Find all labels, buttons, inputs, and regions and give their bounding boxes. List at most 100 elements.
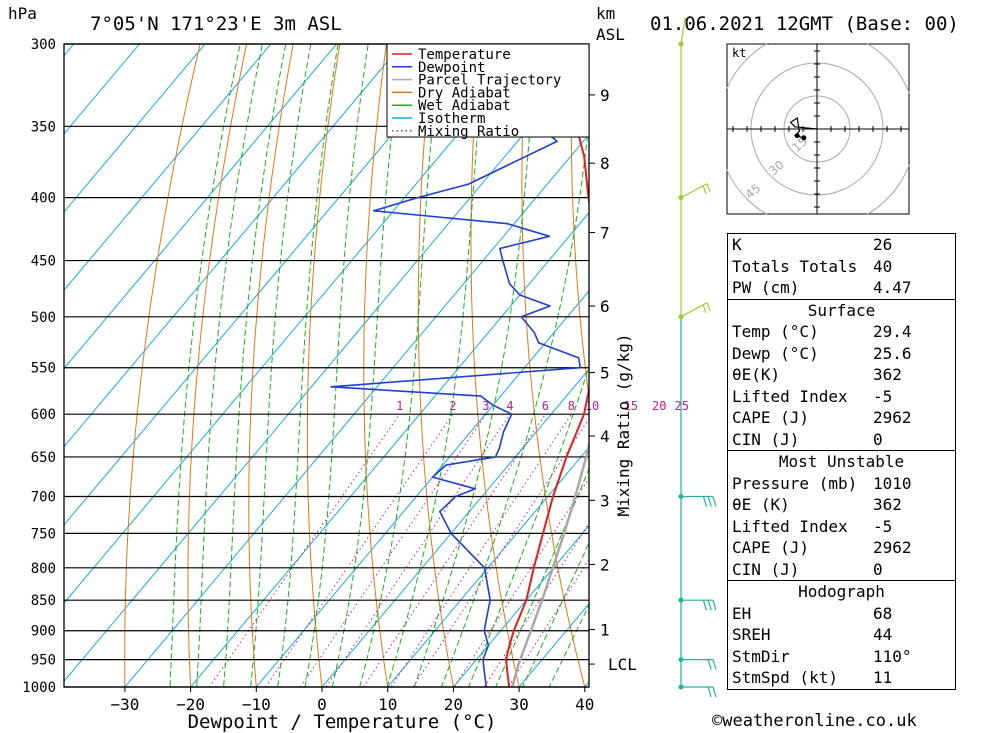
index-value: -5	[873, 386, 893, 406]
pressure-label: 300	[31, 37, 56, 53]
hodograph-section: Hodograph EH 68 SREH 44 StmDir 110° StmSpd (kt…	[728, 580, 955, 689]
legend-label: Dewpoint	[418, 60, 485, 76]
wet-adiabat-line	[521, 541, 589, 687]
wind-barb-flag	[707, 600, 712, 611]
isotherm-line	[321, 368, 589, 687]
index-value: 0	[873, 429, 883, 449]
index-label: CIN (J)	[732, 559, 800, 579]
pressure-label: 900	[31, 624, 56, 640]
index-row: CAPE (J) 2962	[728, 537, 955, 559]
wind-barb-flag	[702, 185, 707, 194]
temperature-curve	[505, 126, 589, 687]
x-tick-label: −20	[176, 695, 205, 714]
mixing-ratio-line	[412, 417, 589, 687]
pressure-label: 550	[31, 361, 56, 377]
index-label: Dewp (°C)	[732, 343, 819, 363]
hodograph-unit: kt	[732, 46, 746, 60]
index-label: StmDir	[732, 646, 790, 666]
index-row: Totals Totals 40	[728, 256, 955, 278]
dry-adiabat-line	[248, 44, 294, 687]
km-tick-label: 6	[600, 297, 610, 316]
pressure-label: 400	[31, 191, 56, 207]
mixing-ratio-label: 25	[674, 399, 688, 413]
index-value: 1010	[873, 473, 912, 493]
index-row: PW (cm) 4.47	[728, 277, 955, 299]
index-value: 25.6	[873, 343, 912, 363]
isotherm-line	[64, 44, 338, 370]
mixing-ratio-label: 1	[396, 399, 403, 413]
dry-adiabat-line	[570, 44, 589, 401]
wind-barb-flag	[712, 600, 717, 611]
index-label: Lifted Index	[732, 516, 848, 536]
wind-barbs	[678, 17, 717, 698]
index-row: Lifted Index -5	[728, 516, 955, 538]
most-unstable-title: Most Unstable	[778, 452, 905, 471]
isotherm-line	[64, 44, 206, 213]
index-row: Dewp (°C) 25.6	[728, 343, 955, 365]
wet-adiabat-line	[413, 44, 538, 687]
index-label: K	[732, 235, 742, 254]
copyright[interactable]: ©weatheronline.co.uk	[712, 711, 917, 731]
index-label: Lifted Index	[732, 386, 848, 406]
index-row: θE (K) 362	[728, 494, 955, 516]
index-value: 0	[873, 559, 883, 579]
pressure-label: 350	[31, 119, 56, 135]
isotherm-line	[64, 44, 403, 448]
hodograph-point	[794, 133, 800, 139]
wet-adiabat-line	[331, 44, 403, 687]
pressure-label: 1000	[22, 680, 56, 696]
km-tick-label: 4	[600, 427, 610, 446]
mixing-ratio-line	[453, 477, 589, 687]
surface-section: Surface Temp (°C) 29.4 Dewp (°C) 25.6 θE(K) 3…	[728, 298, 955, 451]
index-row: EH 68	[728, 603, 955, 625]
index-row: θE(K) 362	[728, 364, 955, 386]
index-row: CIN (J) 0	[728, 559, 955, 581]
mixing-ratio-line	[299, 413, 487, 687]
dry-adiabat-line	[521, 44, 586, 687]
pressure-label: 750	[31, 526, 56, 542]
dry-adiabat-line	[187, 44, 248, 687]
index-label: Pressure (mb)	[732, 473, 858, 493]
x-tick-label: 20	[444, 695, 463, 714]
index-value: 11	[873, 668, 893, 687]
km-tick-label: 7	[600, 224, 610, 243]
isotherm-line	[189, 211, 589, 687]
km-tick-label: 8	[600, 154, 610, 173]
wind-barb-flag	[707, 686, 712, 698]
mixing-ratio-label: 3	[482, 399, 489, 413]
x-axis-label: Dewpoint / Temperature (°C)	[188, 711, 497, 733]
mixing-ratio-label: 15	[624, 399, 638, 413]
index-row: Temp (°C) 29.4	[728, 321, 955, 343]
wind-barb-flag	[712, 686, 717, 698]
legend-box	[386, 43, 590, 138]
datetime-title: 01.06.2021 12GMT (Base: 00)	[650, 13, 959, 35]
x-tick-label: −10	[242, 695, 271, 714]
dry-adiabat-line	[306, 44, 341, 687]
index-value: 26	[873, 235, 893, 254]
isotherm-line	[255, 290, 589, 687]
pressure-unit: hPa	[8, 4, 37, 23]
index-row: CAPE (J) 2962	[728, 407, 955, 429]
wet-adiabat-line	[196, 44, 263, 687]
hodograph-end-point	[801, 135, 807, 141]
most-unstable-section: Most Unstable Pressure (mb) 1010 θE (K) 362…	[728, 450, 955, 580]
index-value: 68	[873, 603, 893, 623]
wet-adiabat-line	[223, 44, 287, 687]
height-unit-asl: ASL	[596, 25, 625, 44]
index-row: SREH 44	[728, 624, 955, 646]
x-tick-label: 10	[378, 695, 397, 714]
index-label: PW (cm)	[732, 278, 800, 297]
wet-adiabat-line	[304, 44, 369, 687]
index-value: 2962	[873, 538, 912, 557]
wet-adiabat-line	[250, 44, 312, 687]
legend-label: Parcel Trajectory	[418, 73, 561, 89]
index-label: CAPE (J)	[732, 408, 810, 427]
location-title: 7°05'N 171°23'E 3m ASL	[90, 13, 342, 35]
dry-adiabat-line	[619, 7, 725, 713]
mixing-ratio-axis-label: Mixing Ratio (g/kg)	[614, 333, 633, 516]
wet-adiabat-line	[468, 365, 589, 687]
km-tick-label: 3	[600, 491, 610, 510]
